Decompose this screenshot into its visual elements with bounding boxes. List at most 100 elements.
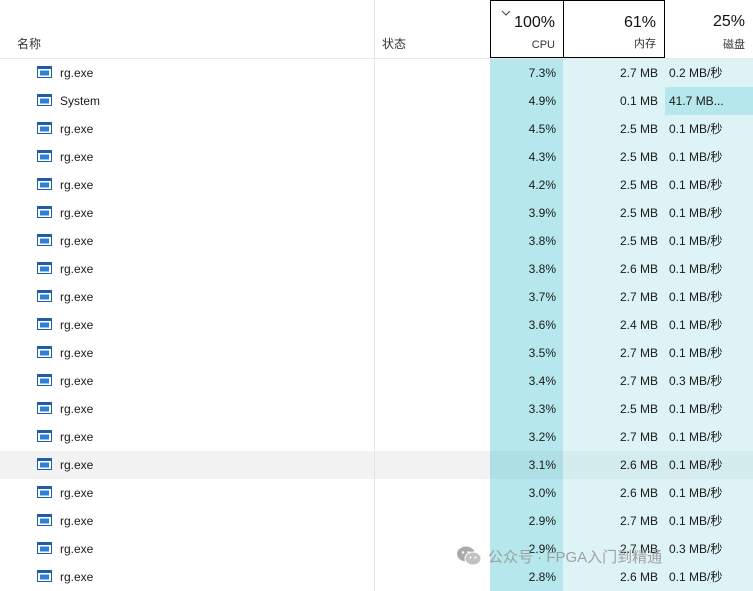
process-name: rg.exe <box>60 234 94 248</box>
process-cpu: 4.3% <box>490 143 563 171</box>
process-row[interactable]: rg.exe 3.4% 2.7 MB 0.3 MB/秒 <box>0 367 753 395</box>
column-name[interactable]: 名称 <box>0 0 375 58</box>
process-status-cell <box>375 507 490 535</box>
process-memory: 2.7 MB <box>563 283 665 311</box>
process-cpu: 7.3% <box>490 59 563 87</box>
process-name: System <box>60 94 101 108</box>
process-row[interactable]: rg.exe 2.9% 2.7 MB 0.1 MB/秒 <box>0 507 753 535</box>
process-disk: 0.1 MB/秒 <box>665 283 753 311</box>
process-memory: 2.6 MB <box>563 255 665 283</box>
process-cpu: 3.3% <box>490 395 563 423</box>
process-cpu: 3.2% <box>490 423 563 451</box>
app-window-icon <box>37 150 52 162</box>
process-cpu: 3.5% <box>490 339 563 367</box>
process-disk: 0.1 MB/秒 <box>665 171 753 199</box>
column-name-label: 名称 <box>17 37 42 51</box>
process-row[interactable]: rg.exe 3.9% 2.5 MB 0.1 MB/秒 <box>0 199 753 227</box>
column-memory[interactable]: 61% 内存 <box>563 0 665 58</box>
process-status-cell <box>375 395 490 423</box>
app-window-icon <box>37 514 52 526</box>
process-name-cell: rg.exe <box>0 311 375 339</box>
process-disk: 0.1 MB/秒 <box>665 563 753 591</box>
process-row[interactable]: rg.exe 3.5% 2.7 MB 0.1 MB/秒 <box>0 339 753 367</box>
column-status-label: 状态 <box>382 37 407 51</box>
process-row[interactable]: rg.exe 3.8% 2.5 MB 0.1 MB/秒 <box>0 227 753 255</box>
process-cpu: 3.0% <box>490 479 563 507</box>
process-name: rg.exe <box>60 346 94 360</box>
process-name-cell: rg.exe <box>0 535 375 563</box>
process-row[interactable]: System 4.9% 0.1 MB 41.7 MB... <box>0 87 753 115</box>
process-name: rg.exe <box>60 570 94 584</box>
process-status-cell <box>375 59 490 87</box>
process-name: rg.exe <box>60 542 94 556</box>
process-row[interactable]: rg.exe 3.7% 2.7 MB 0.1 MB/秒 <box>0 283 753 311</box>
app-window-icon <box>37 66 52 78</box>
app-window-icon <box>37 542 52 554</box>
process-disk: 0.1 MB/秒 <box>665 423 753 451</box>
process-row[interactable]: rg.exe 4.2% 2.5 MB 0.1 MB/秒 <box>0 171 753 199</box>
process-cpu: 3.4% <box>490 367 563 395</box>
process-name-cell: rg.exe <box>0 395 375 423</box>
process-cpu: 3.9% <box>490 199 563 227</box>
process-status-cell <box>375 339 490 367</box>
process-memory: 2.5 MB <box>563 171 665 199</box>
process-name-cell: rg.exe <box>0 367 375 395</box>
process-row[interactable]: rg.exe 3.0% 2.6 MB 0.1 MB/秒 <box>0 479 753 507</box>
process-status-cell <box>375 199 490 227</box>
app-window-icon <box>37 122 52 134</box>
column-disk[interactable]: 25% 磁盘 <box>665 0 753 58</box>
process-cpu: 3.7% <box>490 283 563 311</box>
process-disk: 0.1 MB/秒 <box>665 507 753 535</box>
app-window-icon <box>37 206 52 218</box>
process-memory: 2.5 MB <box>563 143 665 171</box>
process-memory: 2.6 MB <box>563 479 665 507</box>
process-memory: 2.7 MB <box>563 339 665 367</box>
process-name-cell: rg.exe <box>0 423 375 451</box>
column-cpu[interactable]: 100% CPU <box>490 0 563 58</box>
process-name-cell: rg.exe <box>0 255 375 283</box>
process-disk: 0.1 MB/秒 <box>665 227 753 255</box>
process-disk: 0.1 MB/秒 <box>665 115 753 143</box>
process-memory: 2.7 MB <box>563 59 665 87</box>
process-cpu: 2.9% <box>490 535 563 563</box>
disk-total-percent: 25% <box>712 13 745 30</box>
process-name-cell: rg.exe <box>0 283 375 311</box>
memory-total-percent: 61% <box>623 14 656 31</box>
app-window-icon <box>37 290 52 302</box>
process-disk: 0.1 MB/秒 <box>665 199 753 227</box>
process-row[interactable]: rg.exe 2.9% 2.7 MB 0.3 MB/秒 <box>0 535 753 563</box>
column-status[interactable]: 状态 <box>375 0 490 58</box>
process-row[interactable]: rg.exe 3.6% 2.4 MB 0.1 MB/秒 <box>0 311 753 339</box>
process-row[interactable]: rg.exe 4.5% 2.5 MB 0.1 MB/秒 <box>0 115 753 143</box>
process-row[interactable]: rg.exe 3.2% 2.7 MB 0.1 MB/秒 <box>0 423 753 451</box>
app-window-icon <box>37 486 52 498</box>
process-name-cell: rg.exe <box>0 451 375 479</box>
process-status-cell <box>375 171 490 199</box>
process-name-cell: rg.exe <box>0 171 375 199</box>
process-disk: 0.1 MB/秒 <box>665 311 753 339</box>
process-name: rg.exe <box>60 206 94 220</box>
app-window-icon <box>37 430 52 442</box>
process-name-cell: rg.exe <box>0 339 375 367</box>
process-name-cell: rg.exe <box>0 143 375 171</box>
column-header: 名称 状态 100% CPU 61% 内存 25% 磁盘 <box>0 0 753 58</box>
process-row[interactable]: rg.exe 3.1% 2.6 MB 0.1 MB/秒 <box>0 451 753 479</box>
process-row[interactable]: rg.exe 7.3% 2.7 MB 0.2 MB/秒 <box>0 59 753 87</box>
app-window-icon <box>37 94 52 106</box>
sort-descending-icon <box>501 10 511 16</box>
wechat-icon <box>457 546 482 566</box>
process-name-cell: rg.exe <box>0 227 375 255</box>
process-status-cell <box>375 115 490 143</box>
app-window-icon <box>37 262 52 274</box>
column-cpu-label: CPU <box>531 39 555 51</box>
process-row[interactable]: rg.exe 4.3% 2.5 MB 0.1 MB/秒 <box>0 143 753 171</box>
process-name-cell: rg.exe <box>0 115 375 143</box>
process-name-cell: rg.exe <box>0 563 375 591</box>
process-status-cell <box>375 87 490 115</box>
process-disk: 0.1 MB/秒 <box>665 143 753 171</box>
process-status-cell <box>375 423 490 451</box>
process-row[interactable]: rg.exe 3.8% 2.6 MB 0.1 MB/秒 <box>0 255 753 283</box>
process-disk: 0.1 MB/秒 <box>665 395 753 423</box>
process-row[interactable]: rg.exe 3.3% 2.5 MB 0.1 MB/秒 <box>0 395 753 423</box>
process-cpu: 3.6% <box>490 311 563 339</box>
